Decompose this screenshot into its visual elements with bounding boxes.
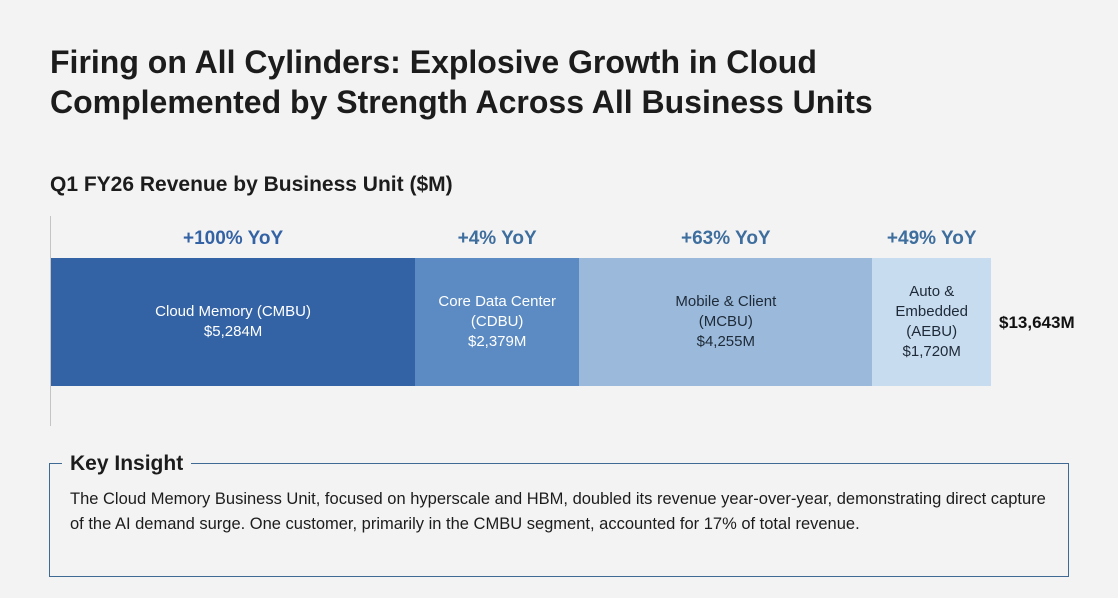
segment-value: $2,379M	[467, 333, 527, 350]
bar-segment: Auto & Embedded (AEBU) $1,720M	[872, 258, 991, 386]
segment-name: Auto &	[909, 283, 955, 300]
yoy-label: +49% YoY	[886, 228, 977, 249]
title-line-2: Complemented by Strength Across All Busi…	[50, 84, 873, 120]
segment-name: (CDBU)	[470, 313, 524, 330]
bar-segment: Cloud Memory (CMBU) $5,284M	[51, 258, 416, 386]
yoy-label: +100% YoY	[183, 228, 284, 249]
title-line-1: Firing on All Cylinders: Explosive Growt…	[50, 44, 817, 80]
segment-value: $5,284M	[203, 323, 263, 340]
stacked-bar: Cloud Memory (CMBU) $5,284M Core Data Cent…	[51, 258, 991, 386]
bar-segment: Core Data Center (CDBU) $2,379M	[415, 258, 580, 386]
segment-name: Embedded	[895, 303, 968, 320]
segment-name: Mobile & Client	[675, 293, 777, 310]
key-insight-box	[49, 463, 1069, 577]
page-title: Firing on All Cylinders: Explosive Growt…	[50, 42, 1090, 122]
key-insight-title: Key Insight	[62, 451, 192, 477]
total-revenue-label: $13,643M	[999, 313, 1075, 332]
key-insight-text: The Cloud Memory Business Unit, focused …	[70, 490, 1046, 533]
segment-name: Core Data Center	[438, 293, 556, 310]
segment-value: $4,255M	[696, 333, 755, 350]
segment-value: $1,720M	[902, 343, 961, 360]
segment-name: Cloud Memory (CMBU)	[155, 303, 312, 320]
segment-name: (AEBU)	[906, 323, 958, 340]
yoy-label: +63% YoY	[681, 228, 771, 249]
yoy-label: +4% YoY	[457, 228, 537, 249]
segment-name: (MCBU)	[698, 313, 753, 330]
chart-axis-line	[50, 216, 51, 426]
chart-title: Q1 FY26 Revenue by Business Unit ($M)	[50, 173, 453, 196]
bar-segment: Mobile & Client (MCBU) $4,255M	[579, 258, 873, 386]
revenue-chart: Cloud Memory (CMBU) $5,284M Core Data Cent…	[51, 225, 991, 387]
